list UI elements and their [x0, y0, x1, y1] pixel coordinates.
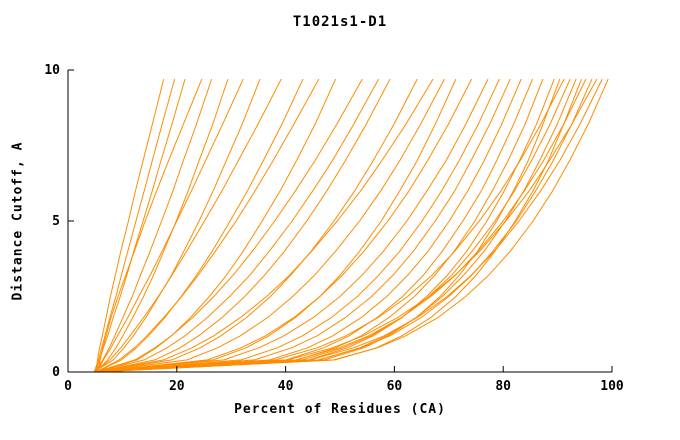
series-line — [95, 78, 534, 373]
series-line — [94, 78, 489, 373]
series-line — [94, 78, 186, 373]
x-tick-label: 20 — [169, 379, 185, 394]
series-line — [96, 78, 244, 373]
series-line — [94, 78, 603, 373]
series-line — [95, 78, 577, 373]
series-line — [95, 78, 229, 373]
series-line — [93, 78, 176, 373]
series-line — [96, 78, 473, 373]
series-line — [95, 78, 565, 373]
series-line — [94, 78, 418, 373]
series-line — [95, 78, 511, 373]
series-line — [95, 78, 391, 373]
series-line — [96, 78, 320, 373]
series-line — [95, 78, 363, 373]
series-line — [95, 78, 165, 373]
series-line — [95, 78, 445, 373]
series-line — [95, 78, 561, 373]
y-tick-label: 0 — [52, 365, 60, 380]
series-line — [97, 78, 203, 373]
y-tick-label: 5 — [52, 214, 60, 229]
series-line — [94, 78, 282, 373]
series-line — [96, 78, 582, 373]
series-line — [95, 78, 434, 373]
x-axis-label: Percent of Residues (CA) — [234, 402, 446, 417]
series-line — [95, 78, 457, 373]
series-line — [94, 78, 522, 373]
series-line — [95, 78, 500, 373]
x-tick-label: 100 — [600, 379, 624, 394]
series-line — [95, 78, 609, 373]
x-tick-label: 60 — [387, 379, 403, 394]
series-line — [93, 78, 337, 373]
x-tick-label: 40 — [278, 379, 294, 394]
series-line — [96, 78, 544, 373]
x-tick-label: 80 — [495, 379, 511, 394]
series-line — [96, 78, 304, 373]
chart-title: T1021s1-D1 — [292, 14, 388, 30]
series-line — [95, 78, 593, 373]
series-line — [93, 78, 380, 373]
y-tick-label: 10 — [44, 63, 60, 78]
series-line — [94, 78, 555, 373]
series-line — [94, 78, 571, 373]
series-line — [95, 78, 598, 373]
series-line — [94, 78, 213, 373]
x-tick-label: 0 — [64, 379, 72, 394]
